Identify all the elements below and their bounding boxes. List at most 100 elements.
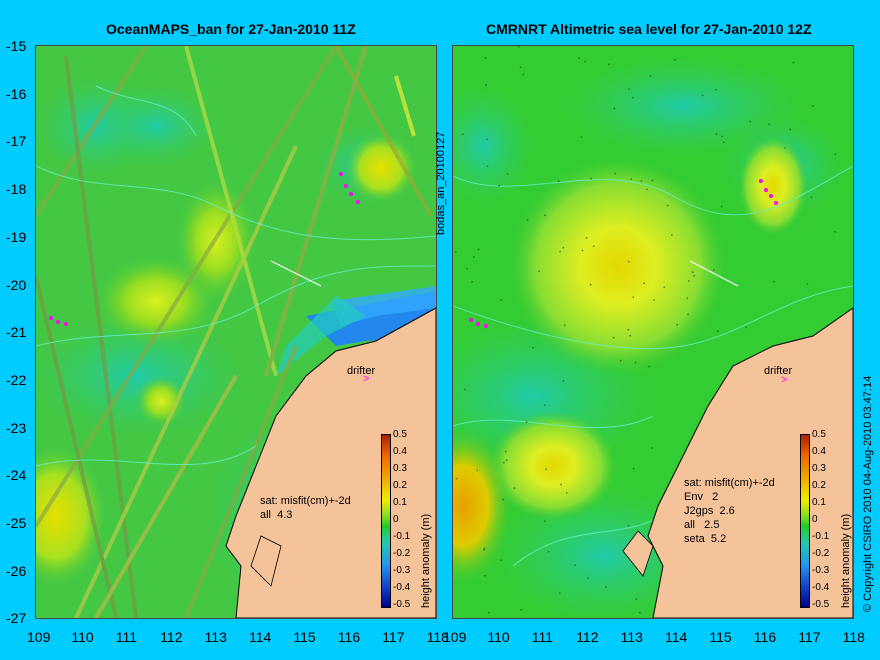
- satellite-obs-dot: [614, 172, 616, 175]
- satellite-obs-dot: [544, 214, 546, 217]
- left-map-title: OceanMAPS_ban for 27-Jan-2010 11Z: [106, 21, 356, 37]
- x-tick-label: 115: [709, 629, 732, 645]
- satellite-obs-dot: [627, 524, 630, 527]
- satellite-obs-dot: [715, 88, 717, 91]
- satellite-obs-dot: [584, 60, 587, 63]
- x-tick-label: 110: [487, 629, 510, 645]
- satellite-obs-dot: [646, 188, 648, 191]
- x-tick-label: 111: [115, 629, 138, 645]
- colorbar-tick-label: 0.5: [393, 429, 407, 440]
- satellite-obs-dot: [749, 120, 752, 123]
- satellite-obs-dot: [565, 492, 568, 494]
- satellite-obs-dot: [810, 196, 813, 199]
- y-tick-label: -20: [6, 276, 27, 293]
- colorbar-tick-label: -0.3: [393, 565, 411, 576]
- satellite-obs-dot: [544, 404, 546, 407]
- satellite-obs-dot: [634, 361, 637, 364]
- satellite-obs-dot: [506, 173, 509, 175]
- satellite-obs-dot: [768, 123, 771, 126]
- satellite-obs-dot: [640, 180, 643, 182]
- colorbar-tick-label: -0.2: [393, 548, 411, 559]
- satellite-obs-dot: [498, 184, 501, 187]
- satellite-obs-dot: [834, 231, 836, 233]
- satellite-obs-dot: [629, 334, 632, 337]
- satellite-obs-dot: [784, 147, 786, 149]
- satellite-obs-dot: [592, 245, 595, 248]
- satellite-obs-dot: [476, 469, 479, 472]
- satellite-obs-dot: [589, 283, 592, 286]
- satellite-obs-dot: [720, 205, 723, 208]
- colorbar-tick-label: -0.5: [393, 599, 411, 610]
- colorbar-tick-label: 0.3: [812, 463, 826, 474]
- colorbar-tick-label: -0.1: [393, 531, 411, 542]
- satellite-obs-dot: [471, 280, 473, 283]
- satellite-obs-dot: [673, 58, 676, 61]
- satellite-obs-dot: [687, 313, 689, 316]
- satellite-obs-dot: [628, 88, 630, 91]
- satellite-obs-dot: [627, 260, 630, 263]
- colorbar-tick-label: 0.1: [812, 497, 826, 508]
- y-tick-label: -26: [6, 562, 27, 579]
- y-tick-label: -21: [6, 324, 27, 341]
- satellite-obs-dot: [557, 180, 560, 183]
- colorbar-tick-label: 0.4: [393, 446, 407, 457]
- satellite-obs-dot: [812, 105, 814, 107]
- satellite-obs-dot: [834, 153, 837, 156]
- right-map-canvas: >: [453, 46, 853, 618]
- right-colorbar-label: height anomaly (m): [840, 513, 852, 608]
- satellite-obs-dot: [463, 388, 466, 391]
- x-tick-label: 111: [531, 629, 554, 645]
- colorbar-tick-label: 0: [812, 514, 818, 525]
- colorbar-tick-label: -0.4: [812, 582, 830, 593]
- colorbar-tick-label: -0.1: [812, 531, 830, 542]
- x-tick-label: 113: [620, 629, 643, 645]
- satellite-obs-dot: [581, 249, 584, 252]
- satellite-obs-dot: [500, 299, 503, 301]
- y-tick-label: -27: [6, 610, 27, 627]
- y-tick-label: -25: [6, 515, 27, 531]
- satellite-obs-dot: [505, 459, 508, 461]
- satellite-obs-dot: [619, 359, 622, 362]
- satellite-obs-dot: [558, 592, 561, 594]
- satellite-obs-dot: [532, 346, 534, 349]
- x-tick-label: 114: [249, 629, 272, 645]
- satellite-obs-dot: [538, 270, 540, 272]
- satellite-obs-dot: [789, 128, 792, 131]
- satellite-obs-dot: [608, 63, 610, 66]
- satellite-obs-dot: [547, 550, 550, 553]
- satellite-obs-dot: [691, 271, 694, 274]
- left-colorbar-label: height anomaly (m): [420, 513, 432, 608]
- right-map-title: CMRNRT Altimetric sea level for 27-Jan-2…: [486, 21, 812, 37]
- x-tick-label: 114: [665, 629, 688, 645]
- colorbar-tick-label: 0: [393, 514, 399, 525]
- satellite-obs-dot: [686, 297, 689, 300]
- satellite-obs-dot: [627, 328, 630, 331]
- x-tick-label: 113: [204, 629, 227, 645]
- left-drifter-label: drifter: [347, 365, 376, 377]
- colorbar-tick-label: 0.1: [393, 497, 407, 508]
- satellite-obs-dot: [653, 299, 655, 301]
- colorbar-tick-label: -0.2: [812, 548, 830, 559]
- satellite-obs-dot: [649, 74, 652, 77]
- satellite-obs-dot: [687, 280, 690, 282]
- svg-text:>: >: [363, 373, 369, 385]
- copyright-label: © Copyright CSIRO 2010 04-Aug-2010 03:47…: [862, 375, 874, 612]
- x-tick-label: 115: [293, 629, 316, 645]
- satellite-obs-dot: [500, 559, 502, 562]
- y-tick-label: -19: [6, 228, 27, 245]
- satellite-obs-dot: [632, 96, 634, 99]
- satellite-obs-dot: [545, 468, 547, 471]
- satellite-obs-dot: [590, 177, 592, 180]
- satellite-obs-dot: [562, 380, 565, 382]
- satellite-obs-dot: [635, 598, 638, 601]
- colorbar-tick-label: -0.5: [812, 599, 830, 610]
- satellite-obs-dot: [520, 608, 523, 611]
- satellite-obs-dot: [716, 330, 719, 333]
- satellite-obs-dot: [486, 165, 489, 168]
- satellite-obs-dot: [563, 324, 566, 327]
- satellite-obs-dot: [466, 267, 468, 270]
- satellite-obs-dot: [693, 274, 696, 277]
- satellite-obs-dot: [632, 296, 635, 299]
- satellite-obs-dot: [630, 178, 633, 180]
- left-map-canvas: >: [36, 46, 436, 618]
